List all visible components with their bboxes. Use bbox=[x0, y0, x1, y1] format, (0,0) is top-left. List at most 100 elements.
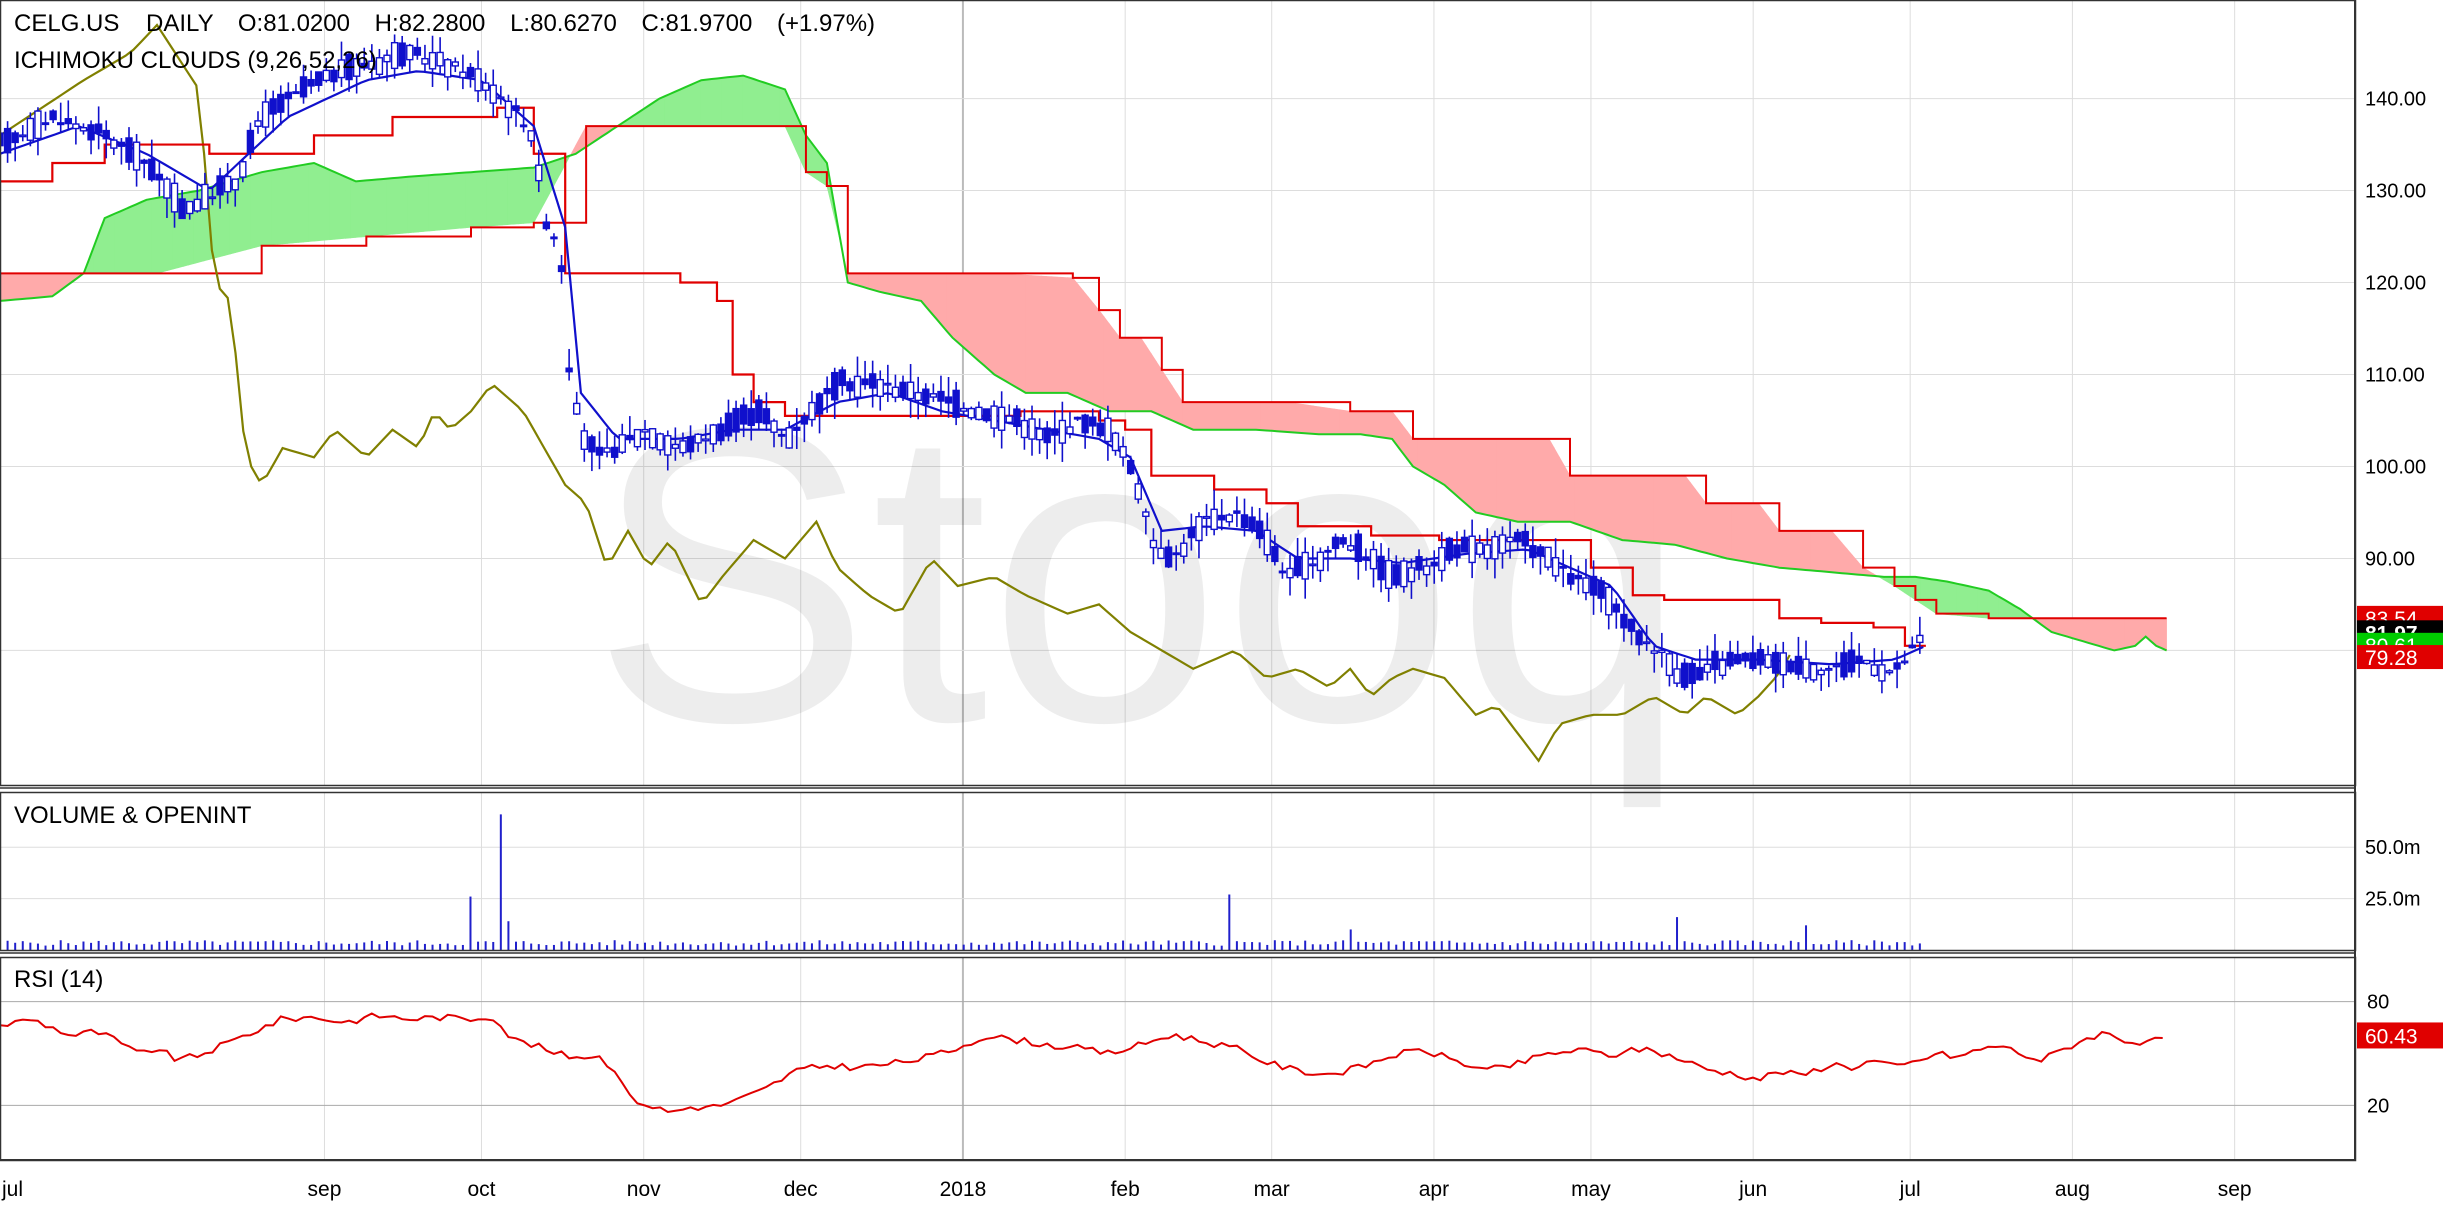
candle-body bbox=[307, 78, 315, 87]
cloud-segment bbox=[1658, 475, 1665, 545]
cloud-segment bbox=[1423, 438, 1429, 477]
cloud-segment bbox=[1245, 401, 1252, 430]
rsi-tag-box bbox=[2357, 1022, 2443, 1049]
candle-body bbox=[1058, 419, 1067, 444]
candle-body bbox=[557, 265, 566, 273]
y-tick-label: 140.00 bbox=[2365, 89, 2426, 111]
candle-body bbox=[459, 71, 467, 79]
cloud-segment bbox=[1041, 275, 1047, 394]
x-tick-label: 2018 bbox=[940, 1178, 987, 1201]
candle-body bbox=[1369, 548, 1378, 570]
cloud-segment bbox=[1616, 475, 1623, 541]
cloud-segment bbox=[2077, 617, 2084, 642]
cloud-segment bbox=[2155, 617, 2162, 649]
candle-body bbox=[444, 59, 452, 78]
cloud-segment bbox=[1784, 530, 1791, 569]
cloud-segment bbox=[2124, 617, 2131, 649]
candle-body bbox=[1521, 530, 1529, 547]
candle-body bbox=[823, 387, 831, 395]
y-tick-label: 110.00 bbox=[2365, 365, 2425, 387]
candle-body bbox=[497, 96, 505, 100]
cloud-segment bbox=[1805, 530, 1812, 571]
cloud-segment bbox=[1297, 403, 1304, 434]
cloud-segment bbox=[1051, 276, 1058, 394]
cloud-segment bbox=[763, 82, 770, 127]
candle-body bbox=[565, 367, 573, 373]
cloud-segment bbox=[748, 76, 754, 127]
cloud-segment bbox=[366, 179, 372, 237]
candle-body bbox=[785, 427, 793, 449]
candle-body bbox=[178, 198, 186, 220]
candle-body bbox=[140, 159, 148, 164]
candle-body bbox=[1870, 664, 1879, 677]
candle-body bbox=[1210, 508, 1218, 531]
cloud-segment bbox=[1690, 481, 1696, 551]
cloud-segment bbox=[1219, 401, 1225, 430]
candle-body bbox=[891, 386, 900, 398]
candle-body bbox=[1764, 654, 1772, 668]
cloud-segment bbox=[376, 178, 383, 236]
cloud-segment bbox=[303, 163, 310, 243]
candle-body bbox=[383, 54, 391, 63]
candle-body bbox=[1096, 422, 1105, 437]
candle-body bbox=[1142, 511, 1150, 518]
cloud-segment bbox=[1313, 405, 1320, 435]
candle-body bbox=[34, 110, 42, 140]
cloud-segment bbox=[517, 168, 524, 225]
price-tag-box bbox=[2357, 645, 2443, 670]
cloud-segment bbox=[554, 158, 561, 185]
candle-body bbox=[1642, 641, 1651, 645]
candle-body bbox=[406, 44, 414, 61]
candle-body bbox=[337, 59, 346, 79]
candle-body bbox=[1089, 416, 1097, 427]
cloud-segment bbox=[407, 176, 414, 234]
cloud-segment bbox=[1574, 475, 1581, 526]
candle-body bbox=[1172, 552, 1180, 556]
candle-body bbox=[960, 407, 968, 412]
candle-body bbox=[1559, 565, 1567, 569]
candle-body bbox=[732, 407, 740, 433]
cloud-segment bbox=[1522, 438, 1529, 522]
cloud-segment bbox=[1716, 502, 1723, 558]
candle-body bbox=[1741, 652, 1750, 662]
candle-body bbox=[1847, 649, 1856, 673]
candle-body bbox=[1863, 659, 1871, 665]
cloud-segment bbox=[685, 84, 692, 127]
cloud-segment bbox=[1920, 577, 1927, 608]
cloud-segment bbox=[15, 273, 22, 300]
candle-body bbox=[519, 124, 528, 128]
candle-body bbox=[1635, 630, 1643, 646]
candle-body bbox=[1415, 556, 1423, 571]
candle-body bbox=[186, 200, 194, 215]
candle-body bbox=[1756, 649, 1765, 666]
cloud-segment bbox=[1663, 475, 1670, 545]
candle-body bbox=[1240, 514, 1249, 529]
candle-body bbox=[1271, 546, 1279, 563]
candle-body bbox=[57, 122, 65, 126]
candle-body bbox=[838, 369, 847, 387]
cloud-segment bbox=[1737, 502, 1743, 562]
candle-body bbox=[906, 381, 915, 400]
cloud-segment bbox=[156, 196, 163, 274]
candle-body bbox=[1180, 542, 1188, 557]
candle-body bbox=[19, 134, 27, 138]
candle-body bbox=[148, 158, 156, 181]
candle-body bbox=[603, 447, 611, 453]
candle-body bbox=[671, 443, 680, 449]
cloud-segment bbox=[1077, 283, 1084, 401]
cloud-segment bbox=[653, 98, 660, 127]
cloud-segment bbox=[1533, 438, 1539, 522]
cloud-segment bbox=[695, 79, 702, 127]
candle-body bbox=[1544, 546, 1552, 568]
cloud-segment bbox=[324, 167, 331, 241]
candle-body bbox=[1680, 662, 1689, 688]
cloud-segment bbox=[1799, 530, 1806, 571]
candle-body bbox=[1460, 536, 1469, 553]
cloud-segment bbox=[1271, 401, 1278, 432]
open-label: O:81.0200 bbox=[238, 10, 350, 37]
candle-body bbox=[793, 426, 801, 431]
cloud-segment bbox=[1789, 530, 1796, 570]
cloud-segment bbox=[261, 170, 268, 247]
